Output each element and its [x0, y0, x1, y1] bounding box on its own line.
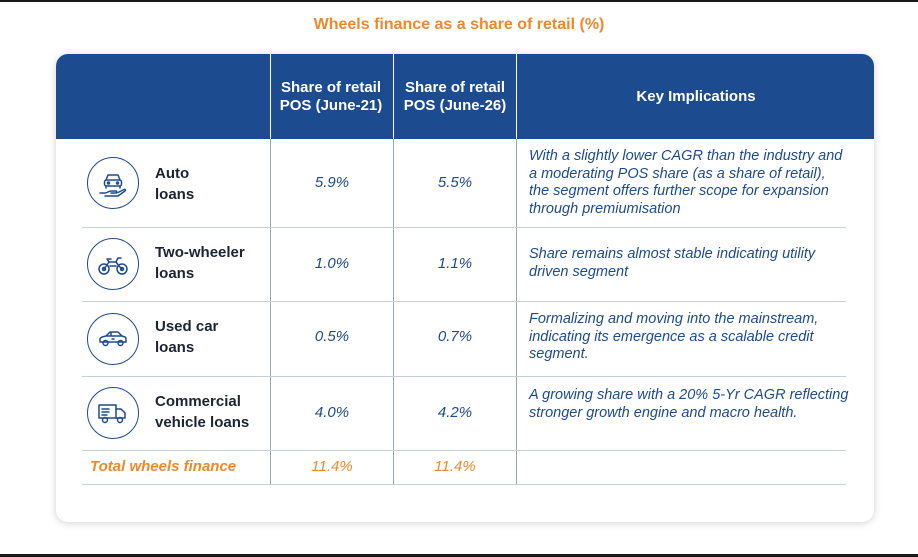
column-divider — [516, 139, 517, 484]
row-divider — [82, 227, 846, 228]
header-divider — [393, 54, 394, 139]
row-label-line: Used car — [155, 318, 219, 335]
value-june26: 5.5% — [437, 174, 473, 191]
truck-icon — [87, 387, 139, 439]
value-june21: 4.0% — [314, 404, 350, 421]
implication-text: Formalizing and moving into the mainstre… — [529, 311, 819, 362]
row-label-line: loans — [155, 186, 195, 203]
row-label-line: Two-wheeler — [155, 244, 245, 261]
row-label-line: vehicle loans — [155, 414, 250, 431]
total-value-june26: 11.4% — [434, 458, 476, 475]
value-june21: 1.0% — [314, 255, 350, 272]
page-title: Wheels finance as a share of retail (%) — [313, 16, 605, 33]
row-label-line: Commercial — [155, 393, 241, 410]
row-label-two-wheeler-loans: Two-wheeler loans — [155, 242, 245, 284]
column-divider — [270, 139, 271, 484]
total-value-june21: 11.4% — [311, 458, 353, 475]
total-label: Total wheels finance — [90, 458, 237, 475]
column-header-june26-text: Share of retail POS (June-26) — [403, 78, 507, 114]
column-header-june26: Share of retail POS (June-26) — [394, 54, 516, 139]
implication-text: With a slightly lower CAGR than the indu… — [529, 148, 843, 217]
motorcycle-icon — [87, 238, 139, 290]
value-june26: 1.1% — [437, 255, 473, 272]
implication-text: A growing share with a 20% 5-Yr CAGR ref… — [529, 387, 849, 421]
row-divider — [82, 484, 846, 485]
row-divider — [82, 376, 846, 377]
row-label-line: loans — [155, 339, 195, 356]
value-june26: 4.2% — [437, 404, 473, 421]
column-header-june21: Share of retail POS (June-21) — [271, 54, 391, 139]
header-divider — [516, 54, 517, 139]
value-june26: 0.7% — [437, 328, 473, 345]
row-label-auto-loans: Auto loans — [155, 163, 194, 205]
car-hand-icon — [87, 157, 139, 209]
row-label-line: Auto — [155, 165, 190, 182]
row-label-used-car-loans: Used car loans — [155, 316, 218, 358]
header-divider — [270, 54, 271, 139]
implication-text: Share remains almost stable indicating u… — [529, 246, 816, 280]
column-divider — [393, 139, 394, 484]
used-car-icon — [87, 313, 139, 365]
column-header-june21-text: Share of retail POS (June-21) — [279, 78, 383, 114]
row-label-commercial-vehicle-loans: Commercial vehicle loans — [155, 391, 249, 433]
row-divider — [82, 450, 846, 451]
column-header-implications: Key Implications — [636, 87, 756, 105]
value-june21: 0.5% — [314, 328, 350, 345]
value-june21: 5.9% — [314, 174, 350, 191]
row-label-line: loans — [155, 265, 195, 282]
row-divider — [82, 301, 846, 302]
table-header: Share of retail POS (June-21) Share of r… — [56, 54, 874, 139]
